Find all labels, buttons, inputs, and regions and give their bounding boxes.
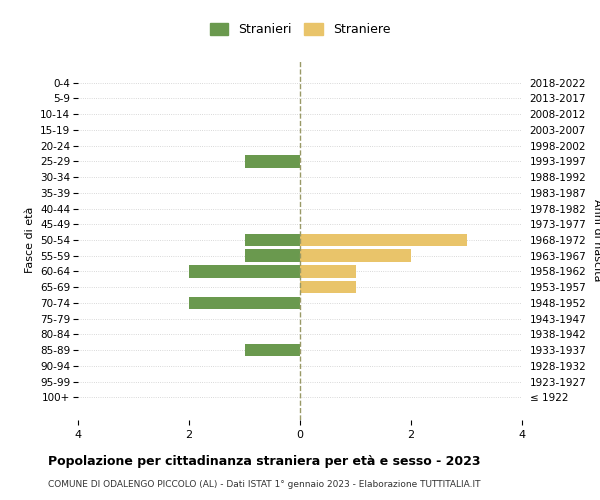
- Bar: [245, 344, 300, 356]
- Bar: [300, 250, 411, 262]
- Bar: [189, 296, 300, 309]
- Bar: [245, 234, 300, 246]
- Bar: [189, 265, 300, 278]
- Bar: [245, 155, 300, 168]
- Legend: Stranieri, Straniere: Stranieri, Straniere: [206, 20, 394, 40]
- Text: Popolazione per cittadinanza straniera per età e sesso - 2023: Popolazione per cittadinanza straniera p…: [48, 455, 481, 468]
- Bar: [300, 234, 467, 246]
- Text: COMUNE DI ODALENGO PICCOLO (AL) - Dati ISTAT 1° gennaio 2023 - Elaborazione TUTT: COMUNE DI ODALENGO PICCOLO (AL) - Dati I…: [48, 480, 481, 489]
- Bar: [245, 250, 300, 262]
- Y-axis label: Fasce di età: Fasce di età: [25, 207, 35, 273]
- Bar: [300, 265, 355, 278]
- Bar: [300, 281, 355, 293]
- Y-axis label: Anni di nascita: Anni di nascita: [592, 198, 600, 281]
